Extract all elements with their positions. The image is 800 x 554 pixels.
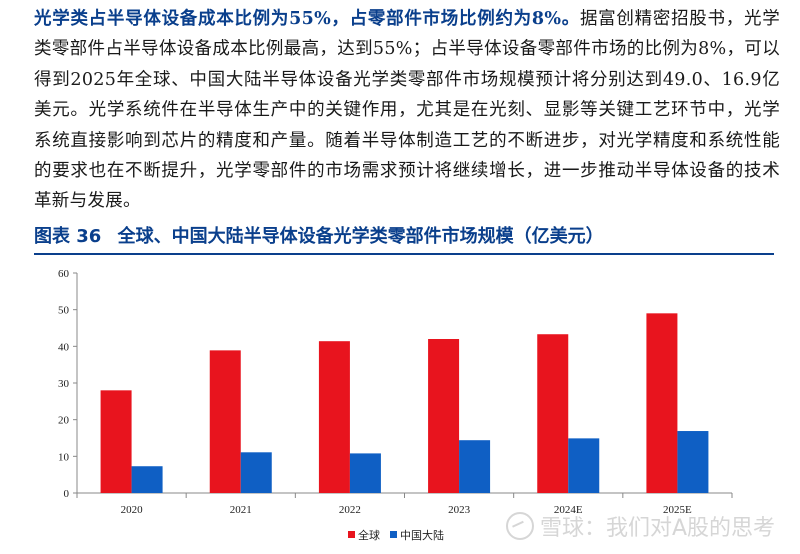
bar-china [131,466,163,493]
legend-swatch [348,531,355,538]
chart-area: 0 10 20 30 40 50 60 2020 2021 2022 2023 2024E 2025E 全… [0,255,800,554]
x-tick-label: 2021 [230,504,252,516]
bar-global [537,334,569,493]
figure-number: 图表 36 [34,226,102,247]
y-tick-label: 20 [58,415,70,427]
paragraph-lead: 光学类占半导体设备成本比例为55%，占零部件市场比例约为8%。 [34,9,580,29]
y-tick-label: 40 [58,341,70,353]
watermark: 雪球：我们对A股的思考 [506,512,775,542]
x-tick-label: 2023 [448,504,471,516]
x-tick-label: 2022 [339,504,361,516]
bar-global [209,350,241,493]
y-tick-label: 30 [58,378,70,390]
figure-title: 图表 36 全球、中国大陆半导体设备光学类零部件市场规模（亿美元） [34,223,774,255]
y-tick-label: 10 [58,451,70,463]
x-tick-label: 2025E [663,504,692,516]
legend-label: 中国大陆 [400,528,444,542]
y-tick-label: 0 [64,488,70,500]
bar-china [349,453,381,493]
bar-china [240,452,272,493]
intro-paragraph: 光学类占半导体设备成本比例为55%，占零部件市场比例约为8%。据富创精密招股书，… [34,4,780,217]
y-tick-label: 50 [58,305,70,317]
snowball-logo-icon [506,512,534,540]
x-tick-label: 2024E [554,504,583,516]
bar-china [568,438,600,493]
y-tick-label: 60 [58,268,70,280]
bar-chart: 0 10 20 30 40 50 60 2020 2021 2022 2023 2024E 2025E 全… [58,268,733,542]
bar-global [318,341,350,493]
bar-china [459,440,491,493]
legend-label: 全球 [358,528,380,542]
paragraph-body: 据富创精密招股书，光学类零部件占半导体设备成本比例最高，达到55%；占半导体设备… [34,9,780,212]
bar-global [100,390,132,493]
bar-china [677,431,709,493]
x-tick-label: 2020 [121,504,144,516]
watermark-text: 雪球：我们对A股的思考 [540,516,776,541]
bar-global [646,313,678,493]
legend-swatch [390,531,397,538]
figure-caption: 全球、中国大陆半导体设备光学类零部件市场规模（亿美元） [117,226,604,247]
bar-global [428,339,460,493]
